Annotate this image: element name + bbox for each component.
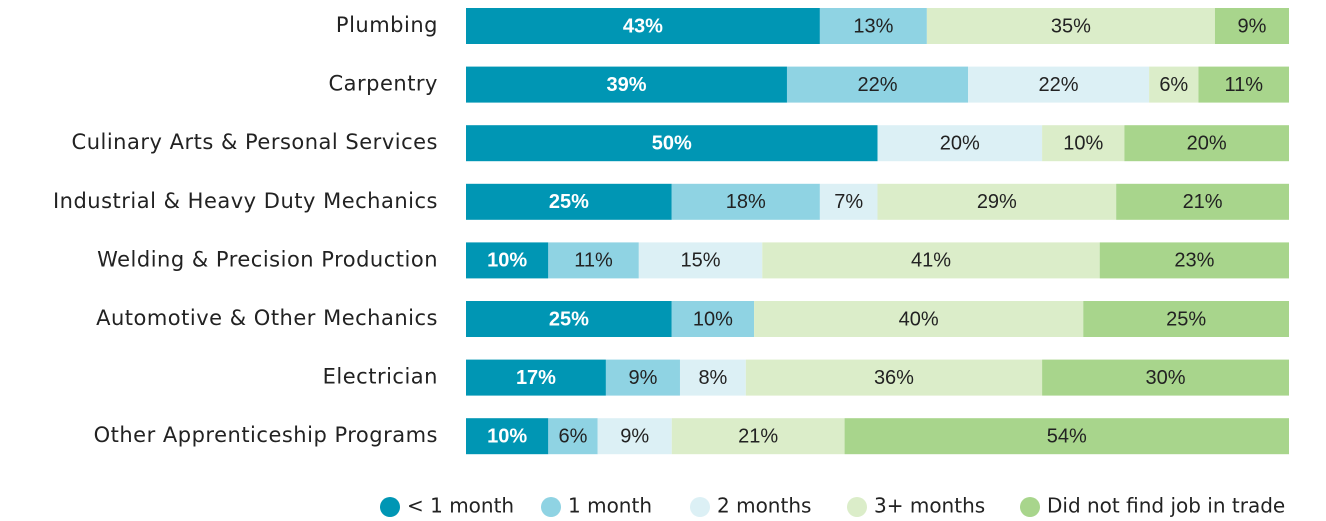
category-label: Automotive & Other Mechanics xyxy=(96,306,438,330)
bar-segment xyxy=(466,183,672,220)
bar-segment xyxy=(679,359,746,396)
legend-label: 1 month xyxy=(568,494,652,518)
bar-segment xyxy=(466,359,606,396)
value-label: 54% xyxy=(1047,425,1087,447)
value-label: 10% xyxy=(1063,132,1103,154)
value-label: 8% xyxy=(698,367,727,389)
category-label: Electrician xyxy=(323,365,438,389)
category-label: Carpentry xyxy=(328,72,438,96)
value-label: 10% xyxy=(487,250,527,272)
value-label: 41% xyxy=(911,250,951,272)
bar-segment xyxy=(1198,66,1289,103)
bar-segment xyxy=(819,183,878,220)
value-label: 50% xyxy=(652,132,692,154)
bar-segment xyxy=(466,301,672,337)
value-label: 11% xyxy=(574,250,613,272)
category-label: Plumbing xyxy=(336,13,438,37)
value-label: 9% xyxy=(628,367,657,389)
bar-segment xyxy=(754,301,1084,337)
value-label: 36% xyxy=(874,367,914,389)
bar-segment xyxy=(597,418,672,455)
bar-segment xyxy=(786,66,969,103)
bar-segment xyxy=(638,242,763,279)
bar-segment xyxy=(819,8,927,44)
bar-segment xyxy=(1116,183,1289,220)
value-label: 21% xyxy=(738,425,778,447)
bar-segment xyxy=(926,8,1215,44)
category-label: Industrial & Heavy Duty Mechanics xyxy=(53,189,438,213)
legend-swatch xyxy=(847,497,867,517)
value-label: 9% xyxy=(620,425,649,447)
legend-swatch xyxy=(690,497,710,517)
legend-swatch xyxy=(380,497,400,517)
value-label: 20% xyxy=(1187,132,1227,154)
value-label: 30% xyxy=(1146,367,1186,389)
bar-segment xyxy=(548,242,639,279)
category-label: Other Apprenticeship Programs xyxy=(94,423,438,447)
value-label: 43% xyxy=(623,15,663,37)
value-label: 40% xyxy=(899,308,939,330)
legend-label: 3+ months xyxy=(874,494,985,518)
value-label: 22% xyxy=(857,74,897,96)
bar-segment xyxy=(1099,242,1289,279)
value-label: 39% xyxy=(606,74,646,96)
bar-segment xyxy=(1042,125,1125,162)
category-label: Welding & Precision Production xyxy=(97,247,438,271)
legend-swatch xyxy=(541,497,561,517)
bar-segment xyxy=(671,301,755,337)
legend-label: 2 months xyxy=(717,494,811,518)
value-label: 13% xyxy=(853,15,893,37)
bar-segment xyxy=(466,242,549,279)
value-label: 35% xyxy=(1051,15,1091,37)
bar-segment xyxy=(1214,8,1289,44)
bar-segment xyxy=(877,183,1117,220)
bar-segment xyxy=(877,125,1043,162)
bar-segment xyxy=(466,8,820,44)
bar-segment xyxy=(1083,301,1289,337)
bar-segment xyxy=(844,418,1289,455)
value-label: 20% xyxy=(940,132,980,154)
value-label: 21% xyxy=(1183,191,1223,213)
bar-segment xyxy=(548,418,598,455)
category-label: Culinary Arts & Personal Services xyxy=(72,130,438,154)
bar-segment xyxy=(671,418,845,455)
value-label: 10% xyxy=(693,308,733,330)
legend-swatch xyxy=(1020,497,1040,517)
value-label: 25% xyxy=(549,191,589,213)
value-label: 6% xyxy=(559,425,588,447)
value-label: 7% xyxy=(834,191,863,213)
value-label: 15% xyxy=(681,250,721,272)
value-label: 10% xyxy=(487,425,527,447)
value-label: 9% xyxy=(1238,15,1267,37)
value-label: 17% xyxy=(516,367,556,389)
bar-segment xyxy=(671,183,820,220)
value-label: 18% xyxy=(726,191,766,213)
value-label: 11% xyxy=(1224,74,1263,96)
bar-segment xyxy=(745,359,1043,396)
bar-segment xyxy=(968,66,1150,103)
bar-segment xyxy=(1124,125,1289,162)
value-label: 22% xyxy=(1039,74,1079,96)
bar-segment xyxy=(1149,66,1199,103)
value-label: 6% xyxy=(1159,74,1188,96)
value-label: 23% xyxy=(1174,250,1214,272)
bar-segment xyxy=(1042,359,1289,396)
value-label: 29% xyxy=(977,191,1017,213)
legend-label: Did not find job in trade xyxy=(1047,494,1285,518)
value-label: 25% xyxy=(549,308,589,330)
bar-segment xyxy=(466,66,787,103)
bar-segment xyxy=(466,418,549,455)
value-label: 25% xyxy=(1166,308,1206,330)
bar-segment xyxy=(762,242,1100,279)
bar-segment xyxy=(605,359,680,396)
bar-segment xyxy=(466,125,878,162)
legend-label: < 1 month xyxy=(407,494,514,518)
